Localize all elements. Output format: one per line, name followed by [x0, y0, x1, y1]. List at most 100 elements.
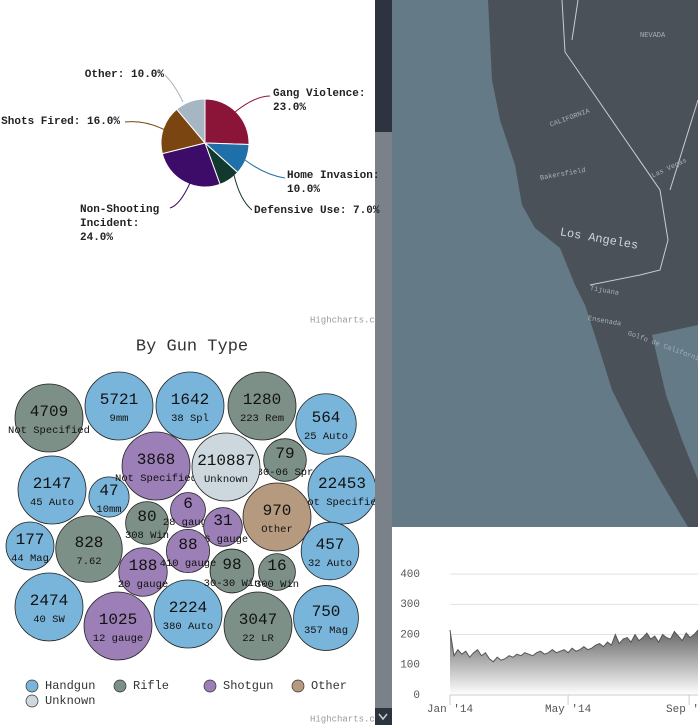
bubble[interactable]: [55, 515, 123, 583]
bubble-name: 40 SW: [33, 614, 65, 626]
bubble[interactable]: [84, 371, 154, 441]
bubble-value: 2147: [33, 475, 71, 493]
bubble-name: 223 Rem: [240, 413, 284, 425]
bubble-name: 380 Auto: [163, 621, 213, 633]
bubble-value: 6: [183, 495, 193, 513]
label-connector: [124, 121, 166, 131]
bubble-name: 44 Mag: [11, 553, 49, 565]
x-tick-label: Sep '14: [666, 704, 698, 716]
bubble-name: 7.62: [76, 556, 101, 568]
bubble[interactable]: [121, 431, 191, 501]
bubble[interactable]: [307, 455, 376, 525]
bubble-name: Other: [261, 524, 293, 536]
bubble[interactable]: [223, 591, 293, 661]
bubble[interactable]: [293, 585, 359, 651]
map[interactable]: [392, 0, 698, 527]
legend-symbol[interactable]: [291, 679, 305, 693]
legend-label[interactable]: Shotgun: [223, 679, 273, 693]
bubble[interactable]: [14, 383, 84, 453]
bubble-value: 47: [99, 482, 118, 500]
bubble-name: 300 Win: [255, 579, 299, 591]
label-connector: [169, 182, 191, 209]
pie-data-label: Other: 10.0%: [84, 69, 164, 81]
pie-data-label: Shots Fired: 16.0%: [1, 116, 120, 128]
bubble-value: 3868: [137, 451, 175, 469]
bubble[interactable]: [17, 455, 87, 525]
credits: Highcharts.com: [310, 714, 386, 724]
bubble[interactable]: [295, 393, 357, 455]
pie-data-label: Home Invasion: 10.0%: [287, 170, 380, 196]
bubble[interactable]: [83, 591, 153, 661]
y-tick-label: 400: [400, 569, 420, 581]
bubble-name: 28 gauge: [163, 517, 213, 529]
label-connector: [244, 159, 286, 179]
bubble-value: 5721: [100, 391, 138, 409]
bubble-value: 31: [213, 512, 232, 530]
bubble-value: 210887: [197, 452, 255, 470]
bubble-name: 10mm: [96, 504, 121, 516]
bubble[interactable]: [14, 572, 84, 642]
bubble[interactable]: [165, 528, 211, 574]
legend-symbol[interactable]: [25, 679, 39, 693]
bubble-value: 79: [275, 445, 294, 463]
state-border: [669, 99, 698, 191]
scroll-arrow: [378, 713, 388, 721]
pie-slice: [204, 98, 250, 146]
scroll-down-button[interactable]: [375, 708, 392, 725]
legend-label[interactable]: Unknown: [45, 694, 95, 708]
state-border: [561, 0, 669, 286]
legend-label[interactable]: Rifle: [133, 679, 169, 693]
x-tick-label: Jan '14: [427, 704, 474, 716]
bubble[interactable]: [153, 579, 223, 649]
bubble[interactable]: [88, 476, 130, 518]
y-tick-label: 100: [400, 660, 420, 672]
bubble-name: 12 gauge: [93, 633, 143, 645]
label-connector: [164, 74, 184, 103]
bubble[interactable]: [125, 501, 169, 545]
bubble[interactable]: [118, 547, 168, 597]
bubble[interactable]: [300, 521, 360, 581]
bubble[interactable]: [242, 482, 312, 552]
chart-title: By Gun Type: [136, 337, 248, 356]
state-border: [571, 0, 579, 41]
legend-label[interactable]: Other: [311, 679, 347, 693]
bubble-value: 88: [178, 536, 197, 554]
legend-symbol[interactable]: [113, 679, 127, 693]
pie-slice: [161, 142, 221, 188]
bubble-name: Not Specified: [301, 497, 383, 509]
bubble[interactable]: [155, 371, 225, 441]
bubble-value: 828: [75, 534, 104, 552]
scrollbar-thumb[interactable]: [375, 0, 392, 132]
bubble-name: 25 Auto: [304, 431, 348, 443]
y-tick-label: 200: [400, 629, 420, 641]
legend-symbol[interactable]: [25, 694, 39, 708]
pie-data-label: Gang Violence: 23.0%: [273, 88, 366, 114]
legend-label[interactable]: Handgun: [45, 679, 95, 693]
bubble[interactable]: [258, 553, 296, 591]
bubble-value: 177: [16, 531, 45, 549]
credits: Highcharts.com: [310, 315, 386, 325]
bubble-name: 38 Spl: [171, 413, 209, 425]
y-tick-label: 0: [413, 690, 420, 702]
bubble-value: 1642: [171, 391, 209, 409]
bubble[interactable]: [263, 438, 307, 482]
bubble[interactable]: [191, 432, 261, 502]
bubble-value: 98: [222, 556, 241, 574]
gulf: [652, 325, 698, 480]
bubble-value: 1025: [99, 611, 137, 629]
pie-data-label: Defensive Use: 7.0%: [254, 205, 380, 217]
legend-symbol[interactable]: [203, 679, 217, 693]
label-connector: [234, 95, 271, 113]
bubble[interactable]: [5, 521, 55, 571]
bubble-name: 16 gauge: [198, 534, 248, 546]
bubble-name: 308 Win: [125, 530, 169, 542]
bubble-value: 457: [316, 536, 345, 554]
bubble[interactable]: [170, 492, 206, 528]
bubble[interactable]: [209, 548, 255, 594]
bubble[interactable]: [203, 507, 243, 547]
y-tick-label: 300: [400, 599, 420, 611]
bubble-name: 410 gauge: [160, 558, 217, 570]
bubble-name: Unknown: [204, 474, 248, 486]
bubble[interactable]: [227, 371, 297, 441]
